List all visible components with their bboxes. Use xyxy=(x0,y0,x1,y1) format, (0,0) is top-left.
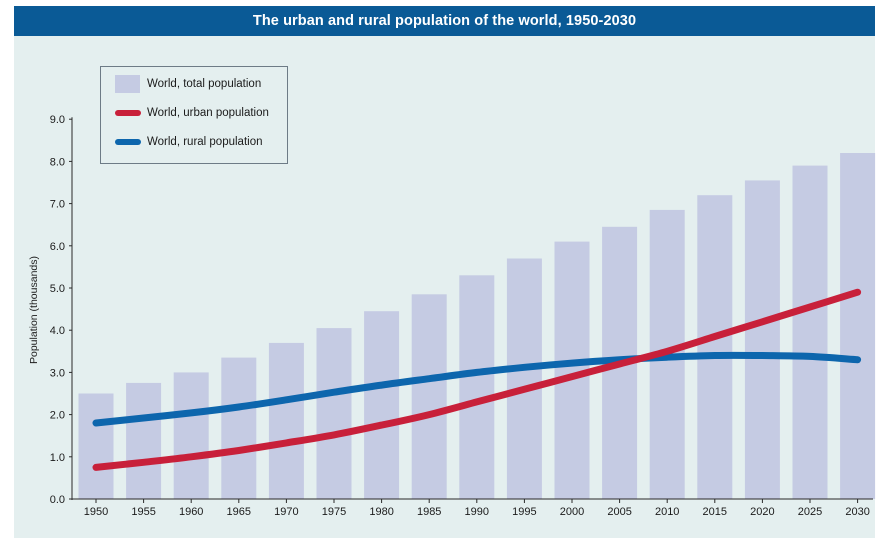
y-tick-label: 6.0 xyxy=(50,241,65,253)
bar-total-1965 xyxy=(221,357,257,499)
line-urban-population xyxy=(92,288,862,471)
y-tick-label: 9.0 xyxy=(50,114,65,126)
x-tick-label: 1990 xyxy=(465,506,489,518)
y-axis-label: Population (thousands) xyxy=(28,256,40,364)
x-tick-label: 2020 xyxy=(750,506,774,518)
x-tick-label: 1970 xyxy=(274,506,298,518)
x-tick-label: 1985 xyxy=(417,506,441,518)
legend-item-total: World, total population xyxy=(101,73,287,95)
bar-series-total xyxy=(78,153,876,500)
y-tick-label: 8.0 xyxy=(50,156,65,168)
legend-swatch-rural xyxy=(115,139,141,145)
y-tick-label: 7.0 xyxy=(50,199,65,211)
x-tick-label: 1950 xyxy=(84,506,108,518)
x-tick-label: 1965 xyxy=(227,506,251,518)
bar-total-1975 xyxy=(316,328,352,499)
legend-swatch-total xyxy=(115,75,140,93)
chart-title: The urban and rural population of the wo… xyxy=(252,13,637,29)
y-tick-label: 4.0 xyxy=(50,325,65,337)
x-tick-label: 2030 xyxy=(845,506,869,518)
x-tick-label: 2010 xyxy=(655,506,679,518)
x-tick-label: 2025 xyxy=(798,506,822,518)
bar-total-1970 xyxy=(268,342,304,499)
legend-item-urban: World, urban population xyxy=(101,102,287,124)
bar-total-1980 xyxy=(364,311,400,499)
legend: World, total population World, urban pop… xyxy=(100,66,288,164)
legend-label-rural: World, rural population xyxy=(147,136,263,148)
y-tick-label: 5.0 xyxy=(50,283,65,295)
y-tick-label: 1.0 xyxy=(50,452,65,464)
x-tick-label: 1960 xyxy=(179,506,203,518)
legend-label-total: World, total population xyxy=(147,78,262,90)
axes xyxy=(69,117,873,503)
x-tick-label: 1980 xyxy=(369,506,393,518)
bar-total-1960 xyxy=(173,372,209,499)
bar-total-1950 xyxy=(78,393,114,499)
line-rural-population xyxy=(92,351,862,427)
line-series xyxy=(92,288,862,471)
bar-total-2025 xyxy=(792,165,828,499)
bar-total-1985 xyxy=(411,294,447,499)
chart-title-bar: The urban and rural population of the wo… xyxy=(14,6,875,36)
x-tick-label: 2000 xyxy=(560,506,584,518)
x-tick-labels: 1950 1955 1960 1965 1970 1975 1980 1985 1990 1995… xyxy=(84,506,870,518)
y-tick-label: 0.0 xyxy=(50,494,65,506)
x-tick-label: 1975 xyxy=(322,506,346,518)
y-tick-labels: 0.0 1.0 2.0 3.0 4.0 5.0 6.0 7.0 8.0 9.0 xyxy=(50,114,65,506)
x-tick-label: 2015 xyxy=(703,506,727,518)
legend-swatch-urban xyxy=(115,110,141,116)
y-tick-label: 3.0 xyxy=(50,367,65,379)
legend-item-rural: World, rural population xyxy=(101,131,287,153)
bar-total-2020 xyxy=(744,180,780,499)
y-tick-label: 2.0 xyxy=(50,410,65,422)
bar-total-2030 xyxy=(840,153,876,499)
x-tick-label: 2005 xyxy=(607,506,631,518)
x-tick-label: 1955 xyxy=(131,506,155,518)
x-tick-label: 1995 xyxy=(512,506,536,518)
bar-total-2015 xyxy=(697,195,733,499)
bar-total-1955 xyxy=(126,382,162,499)
legend-label-urban: World, urban population xyxy=(147,107,269,119)
bar-total-1990 xyxy=(459,275,495,499)
bar-total-1995 xyxy=(506,258,542,499)
